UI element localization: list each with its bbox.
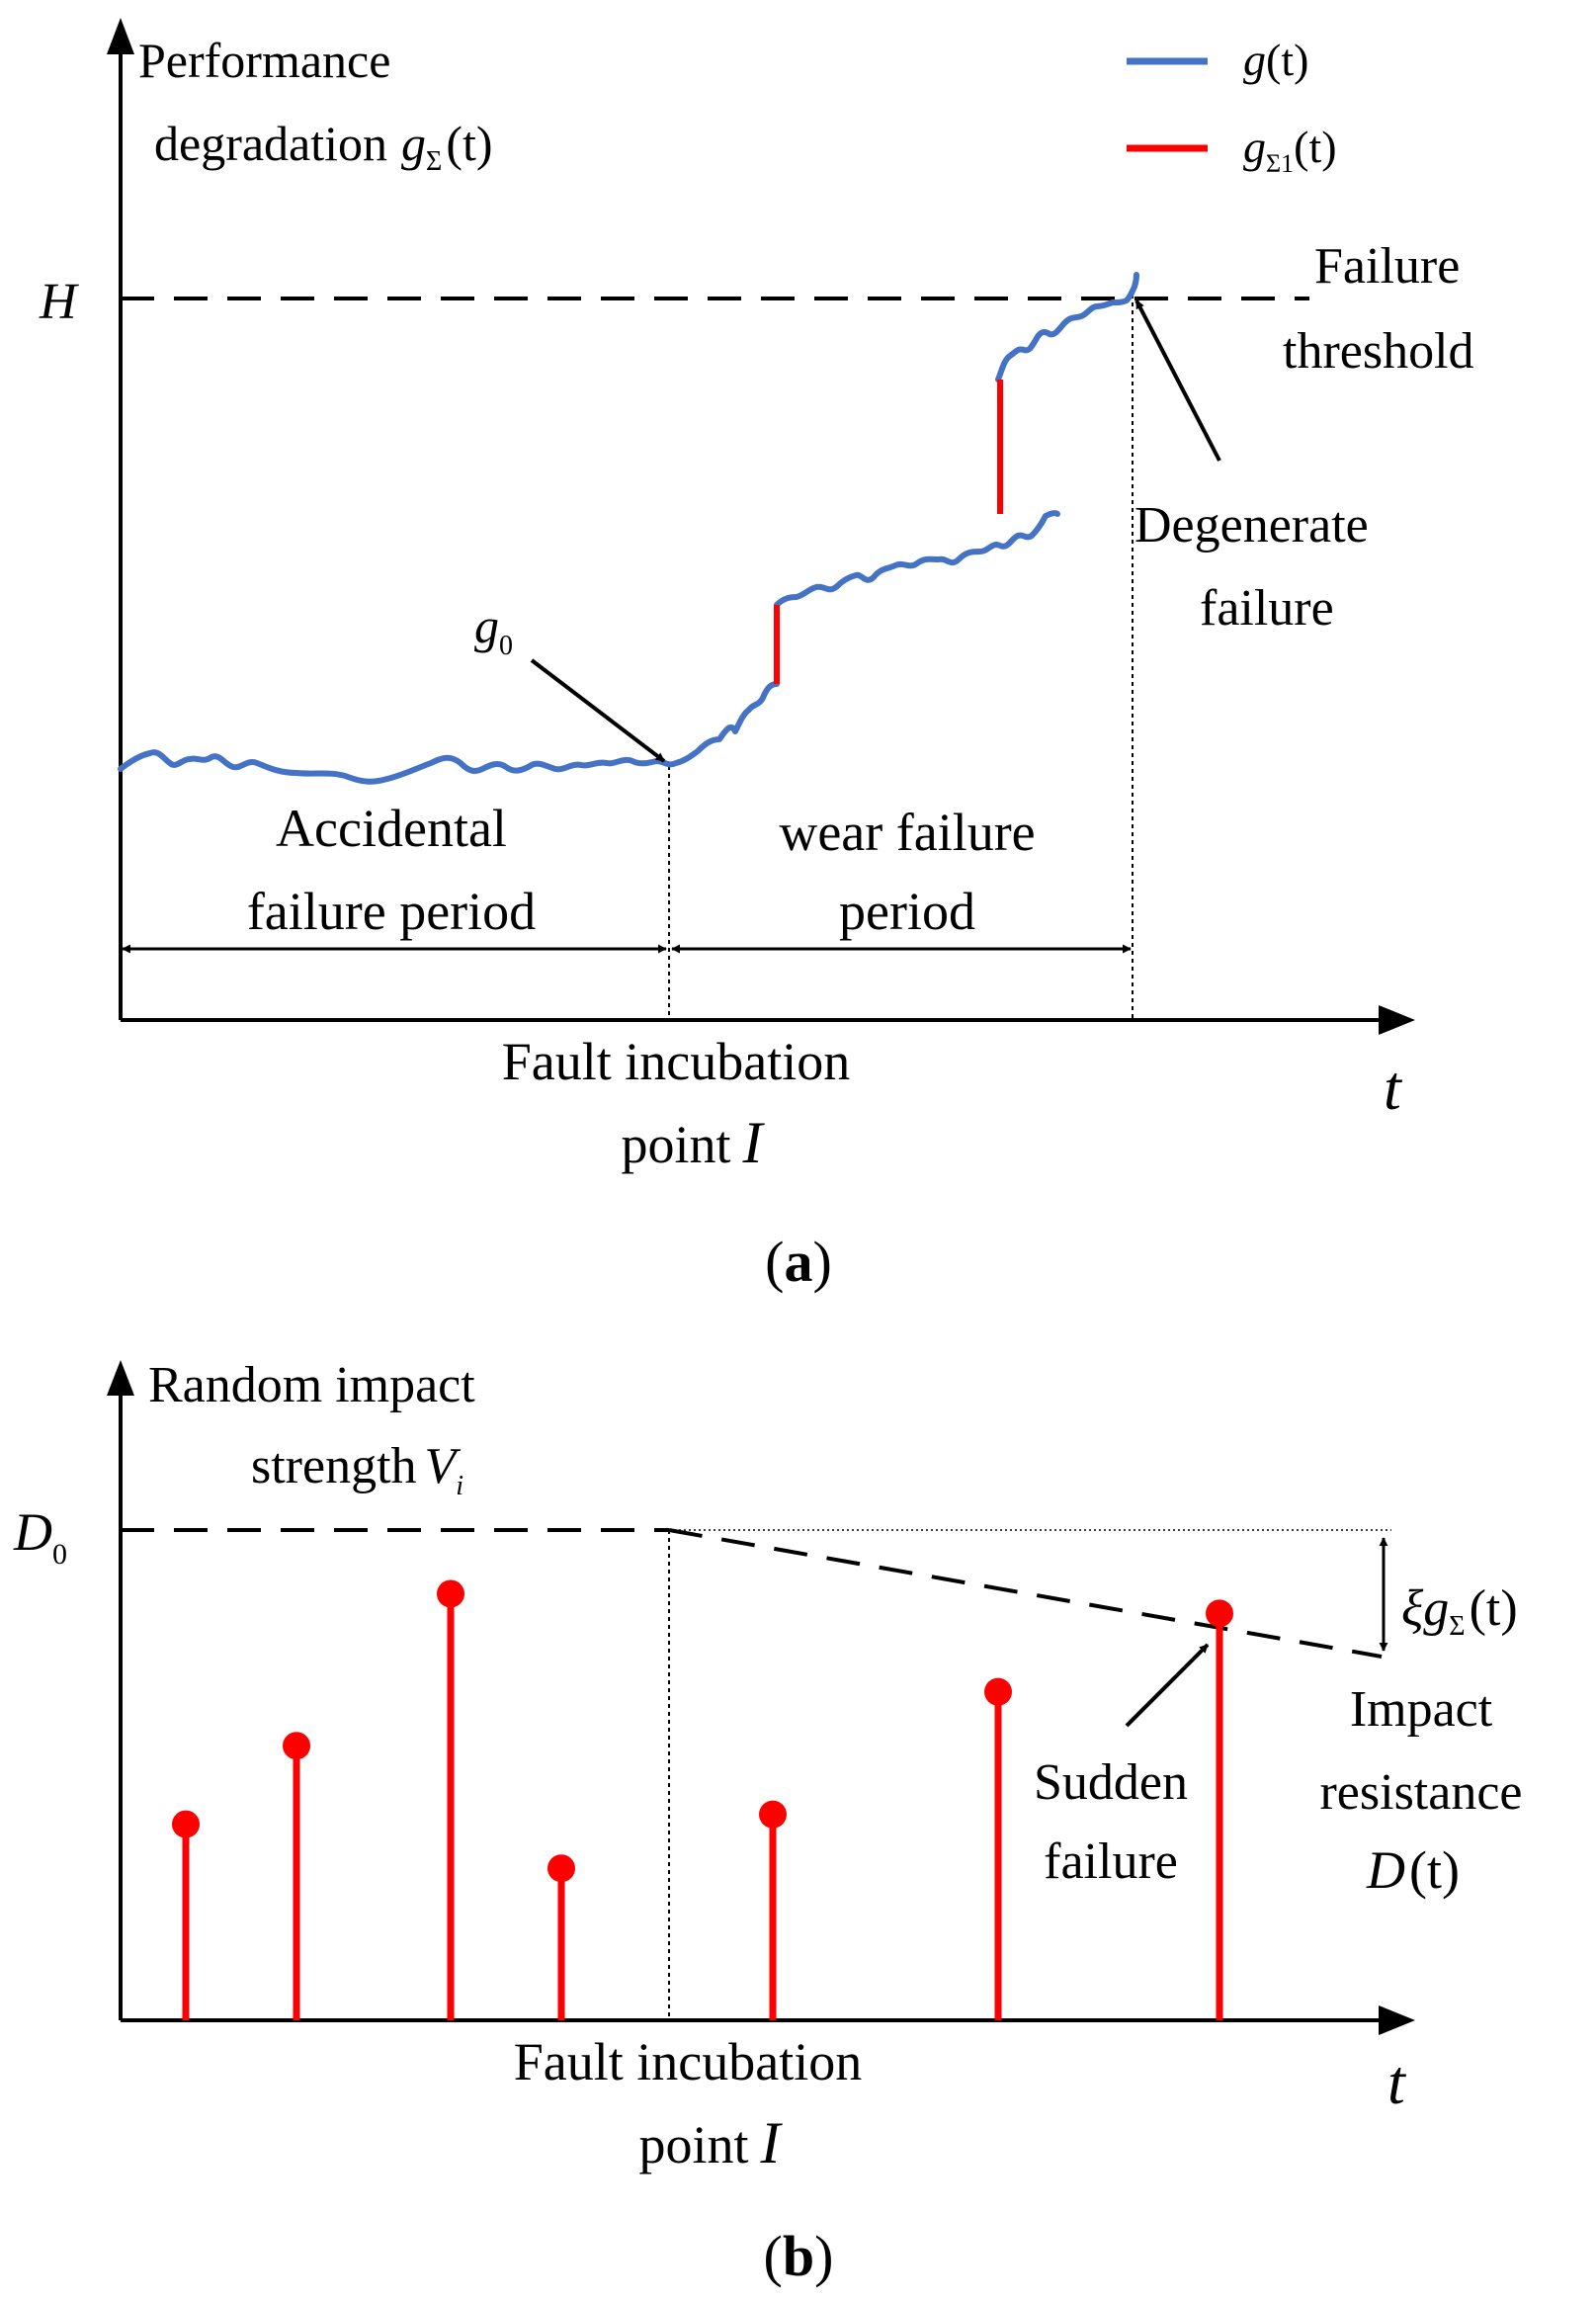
incubation-label-a-line1: Fault incubation	[502, 1032, 850, 1091]
sudden-failure-arrow	[1125, 1643, 1210, 1728]
impact-point-3	[437, 1579, 464, 1608]
degenerate-label-line1: Degenerate	[1134, 497, 1369, 554]
degradation-curve-segment-1	[118, 681, 780, 785]
impact-point-6	[984, 1677, 1012, 1706]
degenerate-failure-arrow	[1134, 299, 1221, 462]
threshold-symbol-h: H	[39, 274, 79, 330]
impact-stems	[172, 1579, 1233, 2020]
caption-a: (a)	[765, 1230, 832, 1294]
panel-a-x-label: t	[1384, 1053, 1403, 1123]
impact-resistance-line	[668, 1528, 1383, 1659]
accidental-label-line1: Accidental	[276, 799, 507, 858]
panel-b-y-label-line2: strength Vi	[251, 1438, 463, 1501]
panel-b: ξgΣ(t) Random impact strength Vi D0 Impac…	[13, 1357, 1523, 2288]
threshold-label-line1: Failure	[1314, 238, 1460, 295]
accidental-label-line2: failure period	[247, 882, 536, 941]
sudden-label-line1: Sudden	[1034, 1754, 1188, 1811]
d0-label: D0	[13, 1502, 67, 1571]
incubation-label-b-line1: Fault incubation	[514, 2032, 862, 2091]
xi-degradation-label: ξgΣ(t)	[1401, 1580, 1518, 1642]
panel-a-y-label-line1: Performance	[138, 33, 390, 88]
resistance-label-line2: resistance	[1319, 1764, 1522, 1821]
resistance-label-line1: Impact	[1350, 1681, 1493, 1738]
impact-point-1	[172, 1810, 200, 1838]
panel-a-x-axis-arrow	[1379, 1005, 1415, 1035]
impact-point-2	[283, 1732, 310, 1760]
degenerate-label-line2: failure	[1200, 580, 1334, 637]
panel-a-y-axis-arrow	[107, 18, 134, 54]
incubation-label-a-line2: point I	[622, 1110, 766, 1175]
sudden-label-line2: failure	[1044, 1833, 1178, 1890]
threshold-label-line2: threshold	[1283, 323, 1474, 380]
wear-label-line2: period	[839, 882, 975, 941]
panel-b-x-axis-arrow	[1379, 2005, 1415, 2035]
impact-point-5	[759, 1800, 787, 1829]
legend-label-g-sigma1: gΣ1(t)	[1243, 122, 1337, 178]
wear-label-line1: wear failure	[779, 803, 1035, 862]
legend-label-g: g(t)	[1243, 35, 1308, 85]
incubation-label-b-line2: point I	[639, 2110, 784, 2175]
impact-point-7	[1206, 1599, 1233, 1628]
panel-a: g(t) gΣ1(t) Performance degradation gΣ(t)…	[39, 18, 1474, 1294]
panel-a-y-label-line2: degradation gΣ(t)	[154, 116, 493, 177]
degradation-curve-segment-3	[995, 272, 1139, 383]
panel-b-y-axis-arrow	[107, 1360, 134, 1396]
panel-b-x-label: t	[1387, 2047, 1407, 2117]
degradation-curve-segment-2	[774, 510, 1060, 608]
impact-point-4	[547, 1854, 575, 1883]
g0-label: g0	[474, 598, 513, 661]
panel-b-y-label-line1: Random impact	[148, 1357, 475, 1413]
caption-b: (b)	[764, 2224, 834, 2288]
g0-arrow	[530, 658, 666, 763]
resistance-label-symbol: D(t)	[1366, 1840, 1460, 1900]
